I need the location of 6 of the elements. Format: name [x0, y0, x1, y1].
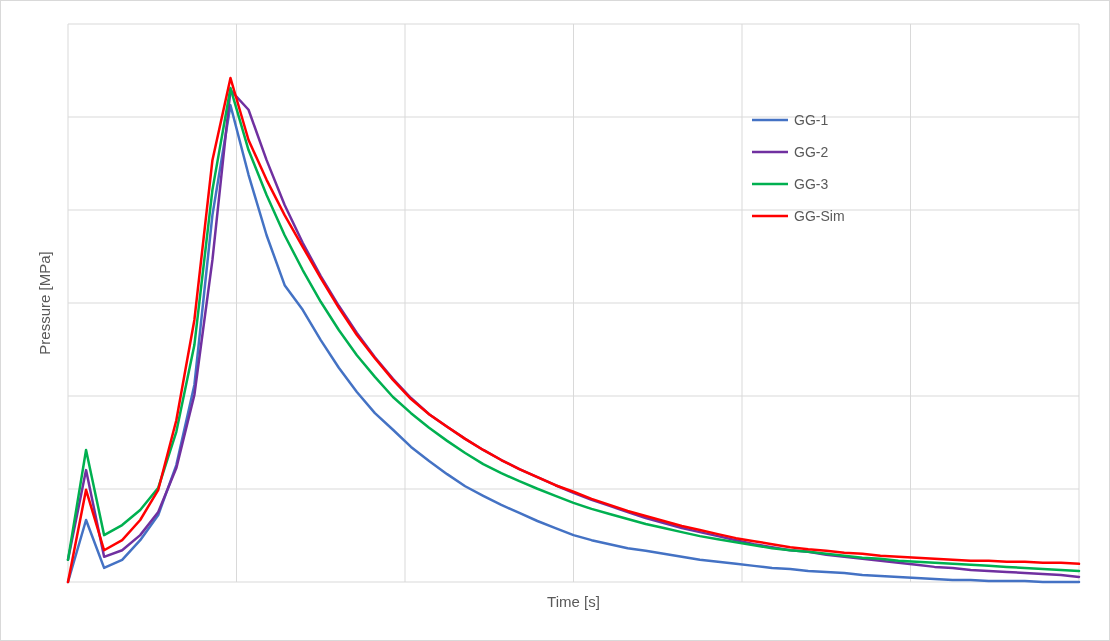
legend-label: GG-2	[794, 144, 829, 160]
y-axis-title: Pressure [MPa]	[36, 251, 53, 355]
x-axis-title: Time [s]	[547, 593, 600, 610]
legend-label: GG-3	[794, 176, 829, 192]
legend-label: GG-1	[794, 112, 829, 128]
legend-label: GG-Sim	[794, 208, 845, 224]
